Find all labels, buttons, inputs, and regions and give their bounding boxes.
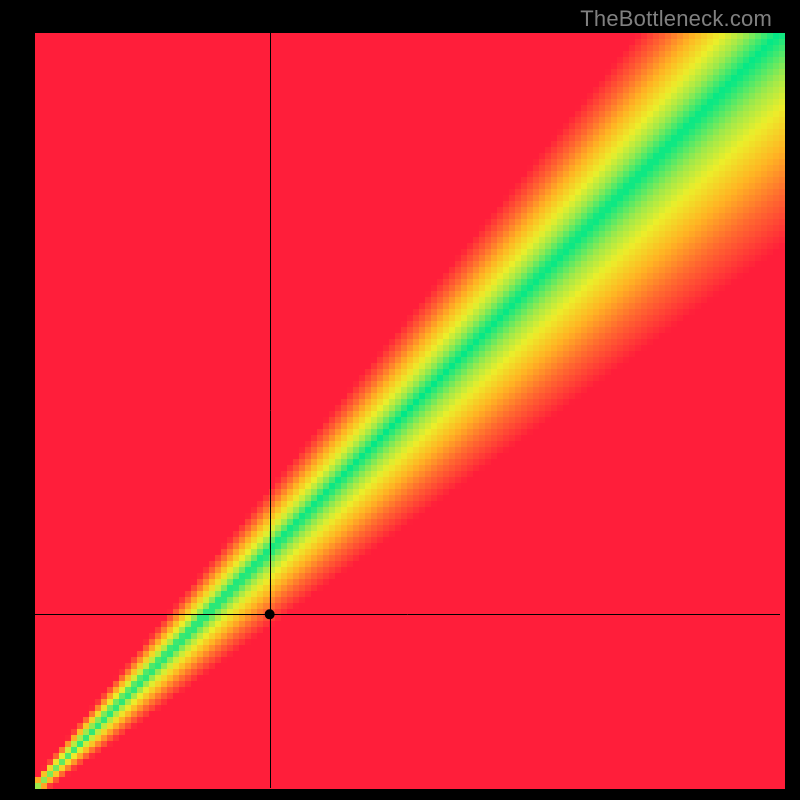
chart-container: { "watermark": { "text": "TheBottleneck.…	[0, 0, 800, 800]
watermark-text: TheBottleneck.com	[580, 6, 772, 32]
bottleneck-heatmap	[0, 0, 800, 800]
